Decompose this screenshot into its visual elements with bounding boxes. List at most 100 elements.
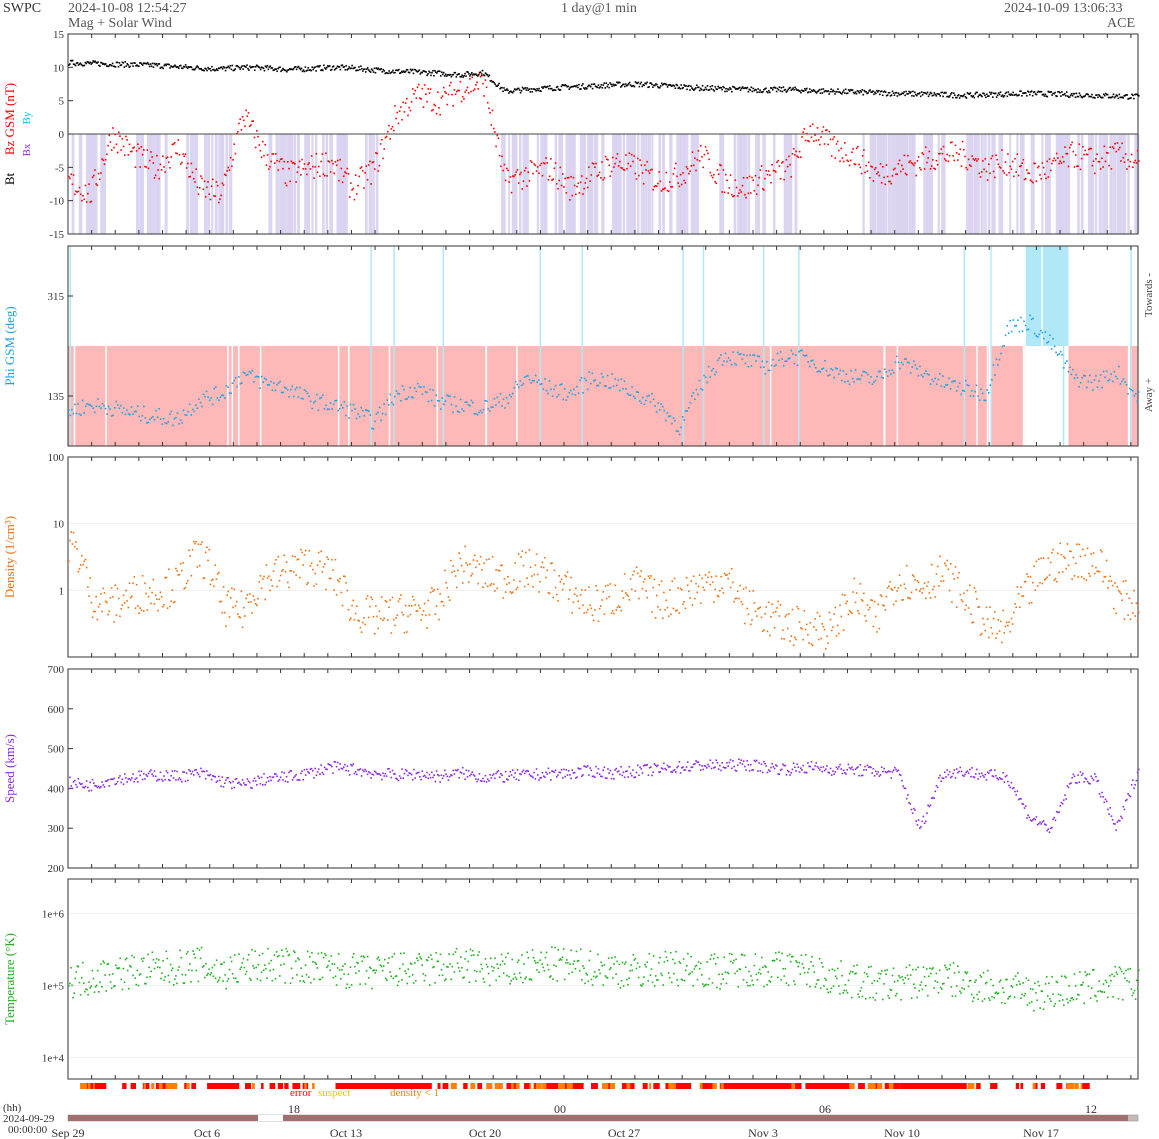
speed-series-point	[357, 768, 359, 771]
phi-series-point	[141, 415, 144, 417]
phi-series-point	[1036, 336, 1039, 338]
bz-series-point	[909, 160, 912, 162]
speed-series-point	[613, 778, 615, 780]
phi-series-point	[130, 406, 133, 408]
density-series-point	[134, 607, 137, 609]
bz-south-shade	[586, 134, 592, 234]
density-series-point	[635, 566, 638, 569]
bt-series-point	[359, 68, 361, 71]
phi-series-point	[994, 374, 996, 376]
phi-series-point	[984, 399, 987, 402]
bt-series-point	[412, 72, 415, 75]
bz-series-point	[1066, 152, 1069, 155]
bt-series-point	[330, 68, 333, 71]
bt-series-point	[966, 92, 969, 94]
density-series-point	[803, 610, 806, 612]
phi-series-point	[776, 352, 779, 355]
density-series-point	[179, 562, 182, 565]
phi-series-point	[95, 405, 98, 408]
bt-series-point	[1065, 91, 1068, 93]
bt-series-point	[467, 71, 469, 73]
phi-series-point	[842, 370, 845, 372]
density-series-point	[1055, 580, 1058, 583]
phi-series-point	[1079, 381, 1082, 384]
bt-series-point	[826, 90, 829, 93]
density-series-point	[694, 597, 696, 600]
density-series-point	[611, 610, 614, 612]
density-series-point	[623, 573, 626, 575]
density-series-point	[334, 558, 337, 561]
speed-series-point	[203, 770, 206, 773]
bz-series-point	[398, 110, 401, 112]
speed-series-point	[479, 779, 482, 782]
speed-series-point	[625, 770, 627, 773]
bt-series-point	[531, 91, 534, 93]
speed-series-point	[594, 776, 596, 779]
density-series-point	[438, 618, 440, 621]
bt-series-point	[141, 64, 144, 66]
bz-series-point	[301, 158, 303, 161]
density-series-point	[815, 629, 818, 631]
speed-series-point	[604, 777, 607, 779]
bt-series-point	[251, 66, 253, 68]
phi-series-point	[1021, 330, 1024, 333]
phi-series-point	[271, 389, 274, 391]
bt-series-point	[917, 93, 920, 95]
bt-series-point	[832, 89, 834, 92]
bz-series-point	[947, 160, 950, 163]
bt-series-point	[1073, 92, 1076, 95]
bz-south-shade	[572, 134, 576, 234]
speed-series-point	[175, 779, 177, 781]
speed-series-point	[404, 768, 407, 771]
bt-series-point	[796, 89, 798, 91]
bz-series-point	[847, 160, 850, 163]
bz-series-point	[245, 109, 247, 112]
phi-series-point	[963, 390, 966, 392]
phi-series-point	[726, 360, 728, 363]
density-series-point	[361, 621, 364, 624]
bz-series-point	[959, 148, 962, 151]
bt-series-point	[129, 65, 131, 68]
speed-series-point	[691, 766, 694, 769]
phi-series-point	[1046, 341, 1048, 344]
bz-series-point	[265, 164, 268, 167]
phi-series-point	[424, 391, 427, 393]
bz-south-shade	[336, 134, 342, 234]
bt-series-point	[1082, 95, 1085, 98]
speed-series-point	[283, 772, 286, 774]
bz-series-point	[502, 169, 505, 172]
speed-series-point	[172, 777, 175, 779]
speed-series-point	[616, 770, 619, 773]
speed-series-point	[441, 777, 444, 780]
bt-series-point	[972, 95, 975, 97]
bt-series-point	[104, 63, 106, 66]
speed-series-point	[514, 772, 516, 774]
bz-south-shade	[186, 134, 189, 234]
speed-series-point	[88, 790, 90, 792]
density-series-point	[632, 574, 634, 576]
bz-series-point	[198, 187, 201, 189]
phi-series-point	[227, 386, 229, 388]
bz-series-point	[208, 193, 211, 195]
phi-series-point	[563, 388, 566, 390]
bt-series-point	[1030, 90, 1033, 92]
bt-series-point	[223, 66, 226, 69]
phi-series-point	[567, 396, 569, 398]
density-series-point	[332, 569, 334, 571]
density-series-point	[505, 583, 508, 586]
bt-series-point	[999, 91, 1002, 93]
bz-series-point	[1030, 180, 1033, 183]
bt-series-point	[542, 87, 544, 89]
bz-series-point	[675, 162, 677, 165]
bt-series-point	[203, 69, 205, 72]
speed-series-point	[363, 770, 365, 773]
bt-series-point	[426, 74, 428, 77]
bz-series-point	[584, 182, 587, 184]
density-series-point	[238, 615, 240, 618]
bz-series-point	[338, 179, 340, 182]
density-series-point	[1088, 572, 1090, 575]
bz-series-point	[539, 164, 541, 167]
bz-series-point	[963, 148, 965, 151]
phi-series-point	[107, 405, 110, 408]
phi-series-point	[1131, 389, 1134, 392]
